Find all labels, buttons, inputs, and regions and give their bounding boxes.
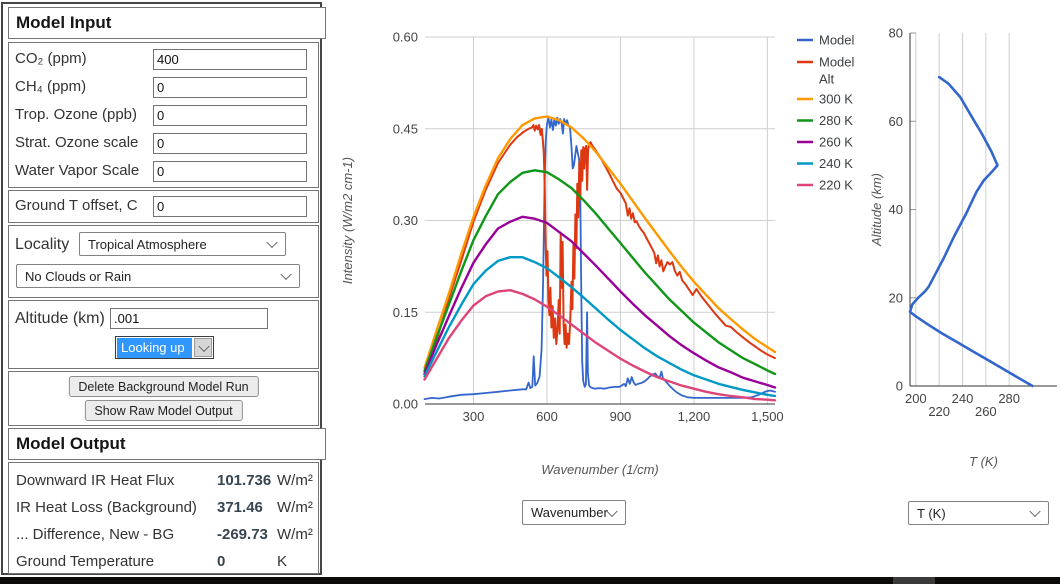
clouds-select[interactable]: No Clouds or Rain xyxy=(16,264,300,288)
chevron-down-icon xyxy=(1029,505,1041,518)
chevron-down-icon xyxy=(266,236,278,249)
co2-label: CO₂ (ppm) xyxy=(15,50,87,67)
svg-text:280: 280 xyxy=(998,391,1020,406)
output-unit: W/m² xyxy=(277,526,313,543)
output-row-heat-loss: IR Heat Loss (Background) 371.46 W/m² xyxy=(16,499,313,521)
output-unit: K xyxy=(277,553,288,570)
svg-text:280 K: 280 K xyxy=(819,113,853,128)
output-row-ground-temp: Ground Temperature 0 K xyxy=(16,553,313,575)
chevron-down-icon xyxy=(606,505,618,517)
direction-select[interactable]: Looking up xyxy=(115,336,214,359)
locality-box: Locality Tropical Atmosphere No Clouds o… xyxy=(8,225,319,298)
profile-x-axis-selected: T (K) xyxy=(917,505,946,521)
svg-text:260: 260 xyxy=(975,404,997,419)
svg-text:0: 0 xyxy=(896,379,903,394)
model-output-header: Model Output xyxy=(8,428,326,460)
bottom-bar-segment xyxy=(893,577,935,584)
output-row-difference: ... Difference, New - BG -269.73 W/m² xyxy=(16,526,313,548)
output-value: 101.736 xyxy=(217,472,272,489)
clouds-selected: No Clouds or Rain xyxy=(25,268,132,284)
svg-text:Alt: Alt xyxy=(819,72,835,87)
strat-ozone-input[interactable] xyxy=(153,133,307,154)
output-label: Ground Temperature xyxy=(16,553,155,570)
spectrum-chart: 300 600 900 1,200 1,500 0.00 0.15 0.30 0.45 0.60 W… xyxy=(340,30,855,478)
output-label: ... Difference, New - BG xyxy=(16,526,175,543)
svg-text:20: 20 xyxy=(889,290,903,305)
svg-text:0.00: 0.00 xyxy=(393,397,418,412)
svg-text:0.45: 0.45 xyxy=(393,121,418,136)
buttons-box: Delete Background Model Run Show Raw Mod… xyxy=(8,371,319,426)
svg-text:900: 900 xyxy=(610,409,632,424)
output-value: -269.73 xyxy=(217,526,268,543)
show-raw-output-button[interactable]: Show Raw Model Output xyxy=(84,400,243,421)
svg-text:240 K: 240 K xyxy=(819,156,853,171)
model-output-title: Model Output xyxy=(16,434,126,453)
altitude-box: Altitude (km) Looking up xyxy=(8,300,319,369)
locality-select[interactable]: Tropical Atmosphere xyxy=(79,232,286,256)
ch4-label: CH₄ (ppm) xyxy=(15,78,87,95)
svg-text:Model: Model xyxy=(819,33,855,48)
dropdown-button[interactable] xyxy=(194,338,212,357)
altitude-label: Altitude (km) xyxy=(15,310,105,327)
water-vapor-input[interactable] xyxy=(153,161,307,182)
svg-text:60: 60 xyxy=(889,114,903,129)
output-row-downward-flux: Downward IR Heat Flux 101.736 W/m² xyxy=(16,472,313,494)
svg-text:40: 40 xyxy=(889,202,903,217)
chevron-down-icon xyxy=(198,340,210,352)
svg-text:260 K: 260 K xyxy=(819,135,853,150)
svg-text:240: 240 xyxy=(952,391,974,406)
co2-input[interactable] xyxy=(153,49,307,70)
spectrum-x-axis-select[interactable]: Wavenumber xyxy=(522,500,626,525)
svg-text:0.60: 0.60 xyxy=(393,30,418,45)
output-value: 371.46 xyxy=(217,499,263,516)
water-vapor-label: Water Vapor Scale xyxy=(15,162,140,179)
svg-text:1,200: 1,200 xyxy=(678,409,711,424)
model-input-header: Model Input xyxy=(8,7,326,39)
profile-x-axis-select[interactable]: T (K) xyxy=(908,501,1049,525)
chevron-down-icon xyxy=(280,268,292,281)
locality-label: Locality xyxy=(15,236,70,253)
ch4-input[interactable] xyxy=(153,77,307,98)
svg-text:Intensity (W/m2 cm-1): Intensity (W/m2 cm-1) xyxy=(340,157,355,284)
svg-text:300 K: 300 K xyxy=(819,92,853,107)
output-label: IR Heat Loss (Background) xyxy=(16,499,197,516)
svg-text:80: 80 xyxy=(889,26,903,41)
svg-text:Model: Model xyxy=(819,55,855,70)
altitude-input[interactable] xyxy=(110,308,268,329)
trop-ozone-label: Trop. Ozone (ppb) xyxy=(15,106,137,123)
svg-text:0.15: 0.15 xyxy=(393,305,418,320)
model-input-title: Model Input xyxy=(16,13,112,32)
trop-ozone-input[interactable] xyxy=(153,105,307,126)
strat-ozone-label: Strat. Ozone scale xyxy=(15,134,139,151)
output-label: Downward IR Heat Flux xyxy=(16,472,175,489)
svg-text:220 K: 220 K xyxy=(819,178,853,193)
svg-text:T (K): T (K) xyxy=(969,454,998,469)
gas-inputs-box: CO₂ (ppm) CH₄ (ppm) Trop. Ozone (ppb) St… xyxy=(8,42,319,188)
output-value: 0 xyxy=(217,553,226,570)
ground-t-offset-input[interactable] xyxy=(153,196,307,217)
ground-t-label: Ground T offset, C xyxy=(15,197,138,214)
svg-text:220: 220 xyxy=(928,404,950,419)
delete-background-button[interactable]: Delete Background Model Run xyxy=(68,376,259,397)
svg-text:0.30: 0.30 xyxy=(393,213,418,228)
svg-text:1,500: 1,500 xyxy=(751,409,784,424)
svg-text:300: 300 xyxy=(463,409,485,424)
spectrum-x-axis-selected: Wavenumber xyxy=(531,505,608,520)
bottom-bar xyxy=(0,577,1060,584)
output-unit: W/m² xyxy=(277,472,313,489)
model-output-box: Downward IR Heat Flux 101.736 W/m² IR He… xyxy=(8,462,319,574)
locality-selected: Tropical Atmosphere xyxy=(88,236,207,252)
svg-text:Wavenumber (1/cm): Wavenumber (1/cm) xyxy=(541,462,659,477)
output-unit: W/m² xyxy=(277,499,313,516)
svg-text:Altitude (km): Altitude (km) xyxy=(869,173,884,247)
svg-text:200: 200 xyxy=(905,391,927,406)
model-input-panel: Model Input CO₂ (ppm) CH₄ (ppm) Trop. Oz… xyxy=(1,2,326,575)
direction-selected: Looking up xyxy=(117,337,192,358)
ground-t-box: Ground T offset, C xyxy=(8,190,319,223)
svg-text:600: 600 xyxy=(536,409,558,424)
